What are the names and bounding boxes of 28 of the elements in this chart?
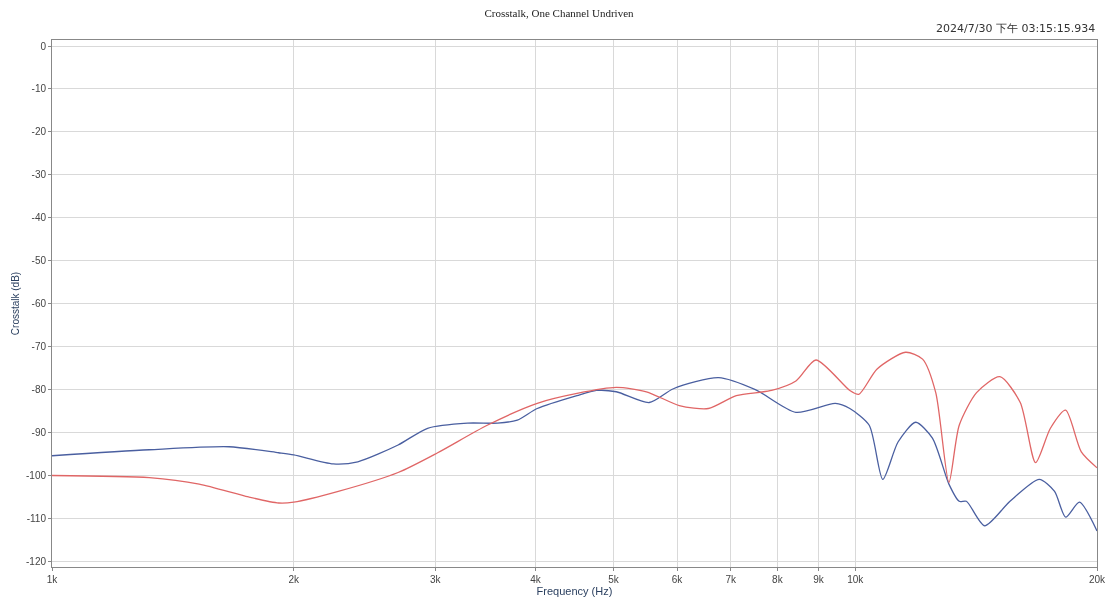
text: 2024/7/30 下午 03:15:15.934: [936, 22, 1096, 35]
y-axis-title: Crosstalk (dB): [9, 271, 21, 336]
y-tick-label: -50: [31, 255, 47, 267]
y-tick-label: -30: [31, 169, 47, 181]
y-tick-label: -100: [25, 470, 47, 482]
chart-title: Crosstalk, One Channel Undriven: [484, 6, 635, 19]
y-tick-label: -60: [31, 298, 47, 310]
y-tick-label: -90: [31, 427, 47, 439]
y-tick-label: -70: [31, 341, 47, 353]
y-tick-label: -40: [31, 212, 47, 224]
x-tick-label: 4k: [530, 574, 542, 585]
x-tick-label: 6k: [671, 574, 684, 585]
x-tick-label: 7k: [725, 574, 738, 585]
y-tick-label: 0: [40, 40, 47, 52]
x-tick-label: 20k: [1088, 574, 1107, 585]
x-tick-label: 5k: [608, 574, 620, 585]
x-tick-label: 10k: [847, 574, 865, 585]
x-axis-title: Frequency (Hz): [536, 585, 613, 597]
y-tick-label: -20: [31, 126, 47, 138]
y-tick-label: -110: [26, 512, 47, 524]
x-tick-label: 3k: [429, 574, 442, 585]
y-tick-label: -10: [31, 83, 47, 95]
x-tick-label: 2k: [288, 574, 301, 585]
y-tick-label: -120: [25, 555, 47, 567]
y-tick-label: -80: [31, 384, 47, 396]
x-tick-label: 9k: [813, 574, 825, 585]
x-tick-label: 1k: [46, 574, 59, 585]
x-tick-label: 8k: [772, 574, 784, 585]
